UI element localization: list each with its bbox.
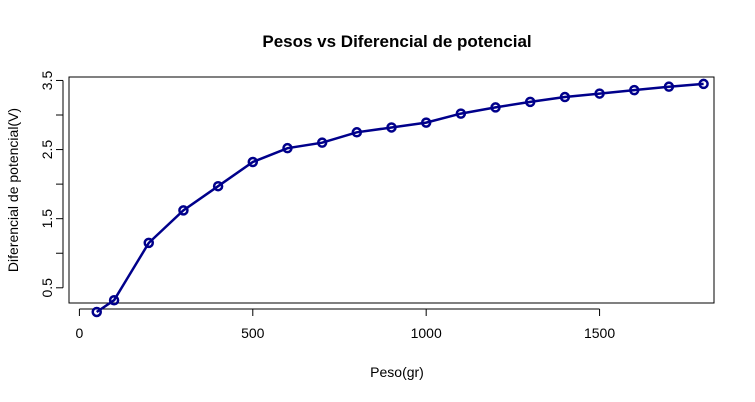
chart-title: Pesos vs Diferencial de potencial — [262, 32, 531, 51]
data-point — [143, 237, 155, 249]
data-point — [420, 117, 432, 128]
x-tick-label: 0 — [76, 325, 84, 341]
data-point — [628, 84, 640, 96]
x-tick-label: 1500 — [584, 325, 615, 341]
data-point — [698, 78, 709, 90]
x-tick-label: 500 — [241, 325, 265, 341]
data-point — [282, 142, 293, 154]
y-axis: 0.5 1.5 2.5 3.5 — [39, 71, 64, 298]
data-point — [351, 127, 363, 138]
y-tick-label: 1.5 — [39, 209, 55, 229]
data-point — [108, 294, 120, 306]
data-point — [663, 81, 675, 92]
y-tick-label: 0.5 — [39, 278, 55, 298]
y-tick-label: 2.5 — [39, 140, 55, 160]
data-point — [559, 91, 571, 103]
x-axis: 0 500 1000 1500 — [76, 308, 615, 341]
y-tick-label: 3.5 — [39, 71, 55, 91]
data-point — [212, 180, 224, 192]
x-axis-label: Peso(gr) — [370, 364, 424, 380]
data-point — [247, 156, 259, 168]
data-point — [386, 122, 397, 133]
data-point — [490, 102, 501, 113]
data-point — [91, 306, 102, 318]
data-point — [316, 137, 328, 148]
plot-frame — [68, 76, 715, 304]
series-group — [91, 78, 709, 318]
data-point — [455, 108, 467, 119]
series-line — [95, 82, 704, 314]
data-point — [524, 96, 536, 108]
y-axis-label: Diferencial de potencial(V) — [5, 108, 21, 272]
data-point — [178, 205, 189, 216]
data-point — [594, 88, 605, 99]
x-tick-label: 1000 — [411, 325, 442, 341]
